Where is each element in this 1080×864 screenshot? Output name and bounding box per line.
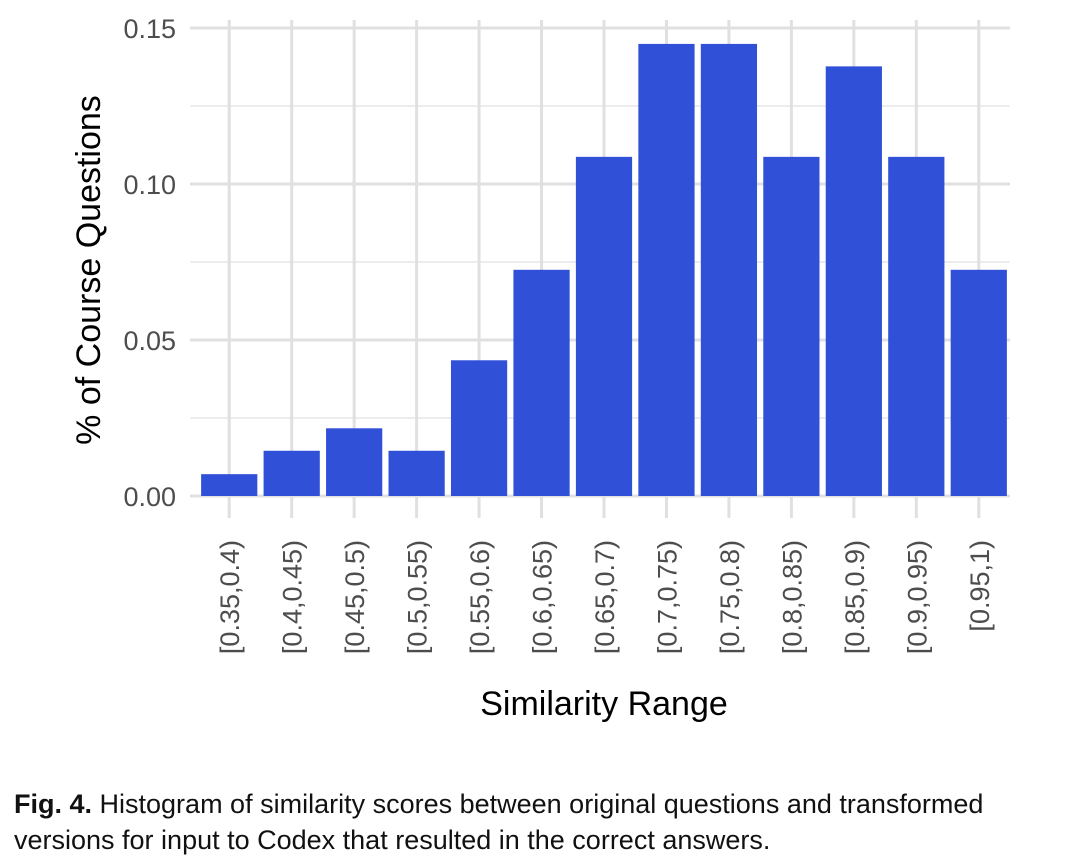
x-tick-labels: [0.35,0.4) [0.4,0.45) [0.45,0.5) [0.5,0.55)… xyxy=(215,540,995,654)
x-tick-label: [0.9,0.95) xyxy=(902,540,932,654)
bar xyxy=(263,450,320,496)
bar xyxy=(326,428,383,496)
x-tick-label: [0.5,0.55) xyxy=(403,540,433,654)
bar xyxy=(700,43,758,497)
y-tick-label: 0.05 xyxy=(123,326,176,356)
bar xyxy=(950,269,1007,496)
bar xyxy=(825,66,882,496)
bar xyxy=(513,269,570,496)
bar xyxy=(450,360,508,496)
x-tick-label: [0.7,0.75) xyxy=(652,540,682,654)
x-tick-label: [0.6,0.65) xyxy=(528,540,558,654)
x-tick-label: [0.8,0.85) xyxy=(777,540,807,654)
figure-label: Fig. 4. xyxy=(14,789,93,819)
x-tick-label: [0.55,0.6) xyxy=(465,540,495,654)
bar xyxy=(763,156,820,496)
x-tick-label: [0.35,0.4) xyxy=(215,540,245,654)
x-tick-label: [0.75,0.8) xyxy=(715,540,745,654)
bar xyxy=(638,43,695,497)
x-tick-label: [0.85,0.9) xyxy=(840,540,870,654)
bar xyxy=(201,474,258,496)
y-tick-label: 0.15 xyxy=(123,14,176,44)
y-tick-label: 0.00 xyxy=(123,482,176,512)
y-tick-label: 0.10 xyxy=(123,170,176,200)
histogram-chart: 0.000.050.100.15 [0.35,0.4) [0.4,0.45) [0.… xyxy=(70,14,1010,723)
bars xyxy=(201,43,1007,497)
bar xyxy=(575,156,633,496)
x-tick-label: [0.65,0.7) xyxy=(590,540,620,654)
caption-text: Histogram of similarity scores between o… xyxy=(14,789,984,855)
y-tick-labels: 0.00 0.05 0.10 0.15 xyxy=(123,14,176,512)
x-tick-label: [0.4,0.45) xyxy=(278,540,308,654)
figure-caption: Fig. 4. Histogram of similarity scores b… xyxy=(14,786,1074,858)
x-tick-label: [0.45,0.5) xyxy=(340,540,370,654)
y-axis-title: % of Course Questions xyxy=(70,95,108,445)
x-tick-label: [0.95,1) xyxy=(965,540,995,632)
bar xyxy=(388,450,445,496)
x-axis-title: Similarity Range xyxy=(480,685,728,723)
bar xyxy=(888,156,945,496)
